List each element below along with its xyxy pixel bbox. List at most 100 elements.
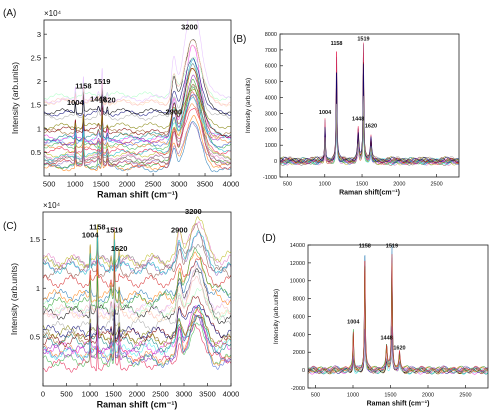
spectrum-line <box>308 257 488 375</box>
spectrum-line <box>43 260 231 303</box>
spectrum-line <box>308 268 488 374</box>
spectrum-line <box>280 95 459 163</box>
peak-label: 2900 <box>171 226 188 235</box>
peak-label: 1004 <box>82 230 100 239</box>
spectrum-line <box>44 63 231 142</box>
y-tick-label: 10000 <box>290 279 305 285</box>
peak-label: 3200 <box>181 22 198 31</box>
x-tick-label: 3000 <box>171 180 188 189</box>
panel-label: (A) <box>3 8 16 19</box>
y-tick-label: 0 <box>302 368 305 374</box>
x-tick-label: 4000 <box>223 180 240 189</box>
peak-label: 1448 <box>380 336 392 342</box>
y-tick-label: 2 <box>37 77 41 86</box>
y-exponent: ×10⁴ <box>43 201 61 210</box>
peak-label: 2900 <box>166 108 183 117</box>
spectrum-line <box>308 298 488 374</box>
spectrum-line <box>43 305 231 355</box>
y-tick-label: 0.5 <box>30 333 40 342</box>
y-tick-label: 4000 <box>293 332 305 338</box>
x-tick-label: 1500 <box>356 182 368 188</box>
spectrum-line <box>308 278 488 375</box>
spectrum-line <box>43 216 231 269</box>
y-tick-label: 1000 <box>265 143 277 149</box>
spectrum-line <box>43 275 231 319</box>
y-tick-label: 8000 <box>293 297 305 303</box>
x-tick-label: 2000 <box>129 390 146 399</box>
y-tick-label: 3 <box>37 30 41 39</box>
y-tick-label: 14000 <box>290 243 305 249</box>
x-tick-label: 1000 <box>82 390 99 399</box>
spectrum-line <box>44 79 231 170</box>
peak-label: 1004 <box>347 320 360 326</box>
series-group <box>308 245 488 375</box>
x-tick-label: 2500 <box>431 182 443 188</box>
chart-panel-0: 500 1000 1500 2000 2500 3000 3500 4000 0.5 1 1.5 2 2… <box>3 8 240 200</box>
x-tick-label: 500 <box>43 180 56 189</box>
x-tick-label: 500 <box>283 182 292 188</box>
y-axis-label: Intensity (arb.units) <box>273 289 280 344</box>
x-tick-label: 1500 <box>384 393 396 399</box>
spectrum-line <box>44 103 231 149</box>
x-tick-label: 1500 <box>93 180 110 189</box>
x-tick-label: 1000 <box>319 182 331 188</box>
x-tick-label: 2500 <box>145 180 162 189</box>
x-tick-label: 2500 <box>459 393 471 399</box>
y-axis-label: Intensity (arb.units) <box>10 62 20 134</box>
y-tick-label: 1 <box>37 124 41 133</box>
peak-label: 1004 <box>67 98 85 107</box>
y-axis-label: Intensity (arb.units) <box>245 78 252 133</box>
spectrum-line <box>43 223 231 279</box>
spectrum-line <box>308 254 488 373</box>
x-tick-label: 0 <box>41 390 45 399</box>
peak-label: 1620 <box>365 124 377 130</box>
spectrum-line <box>44 97 231 143</box>
chart-panel-3: 500 1000 1500 2000 2500 -2000 0 2000 4000 6000 800… <box>262 233 489 408</box>
x-tick-label: 1000 <box>347 393 359 399</box>
y-tick-label: 6000 <box>293 314 305 320</box>
spectrum-line <box>43 312 231 349</box>
axes-frame <box>279 33 460 178</box>
spectrum-line <box>280 42 459 165</box>
spectrum-line <box>43 230 231 275</box>
x-tick-label: 2500 <box>152 390 169 399</box>
y-tick-label: 1.5 <box>30 235 40 244</box>
spectrum-line <box>44 122 231 167</box>
x-axis-label: Raman shift (cm⁻¹) <box>367 401 430 408</box>
y-tick-label: 2000 <box>293 350 305 356</box>
x-axis-label: Raman shift (cm⁻¹) <box>97 400 178 410</box>
y-tick-label: 6000 <box>265 64 277 70</box>
peak-label: 1448 <box>90 94 107 103</box>
y-tick-label: 12000 <box>290 261 305 267</box>
x-tick-label: 500 <box>311 393 320 399</box>
spectrum-line <box>280 70 459 165</box>
peak-label: 1620 <box>99 96 116 105</box>
spectrum-line <box>43 264 231 323</box>
chart-panel-1: 500 1000 1500 2000 2500 -1000 0 1000 2000 3000 400… <box>233 32 460 197</box>
x-tick-label: 3500 <box>197 180 214 189</box>
spectrum-line <box>43 304 231 361</box>
chart-panel-2: 0 500 1000 1500 2000 2500 3000 3500 4000 0.5 1 1.5 ×… <box>3 201 239 410</box>
spectrum-line <box>44 94 231 148</box>
spectrum-line <box>43 268 231 324</box>
y-tick-label: 1.5 <box>31 101 41 110</box>
y-tick-label: -2000 <box>291 386 305 392</box>
spectrum-line <box>280 55 459 166</box>
spectrum-line <box>308 245 488 373</box>
panel-label: (C) <box>3 221 17 232</box>
x-tick-label: 4000 <box>223 390 240 399</box>
x-tick-label: 1000 <box>67 180 84 189</box>
y-tick-label: 2000 <box>265 127 277 133</box>
spectrum-line <box>43 282 231 321</box>
spectrum-line <box>44 20 231 105</box>
spectrum-line <box>44 56 231 101</box>
peak-label: 1158 <box>89 223 105 232</box>
spectrum-line <box>43 270 231 335</box>
spectrum-line <box>43 247 231 311</box>
x-tick-label: 2000 <box>422 393 434 399</box>
x-axis-label: Raman shift (cm⁻¹) <box>97 190 178 200</box>
spectrum-line <box>43 263 231 319</box>
spectrum-line <box>280 44 459 166</box>
peak-label: 1158 <box>331 41 343 47</box>
